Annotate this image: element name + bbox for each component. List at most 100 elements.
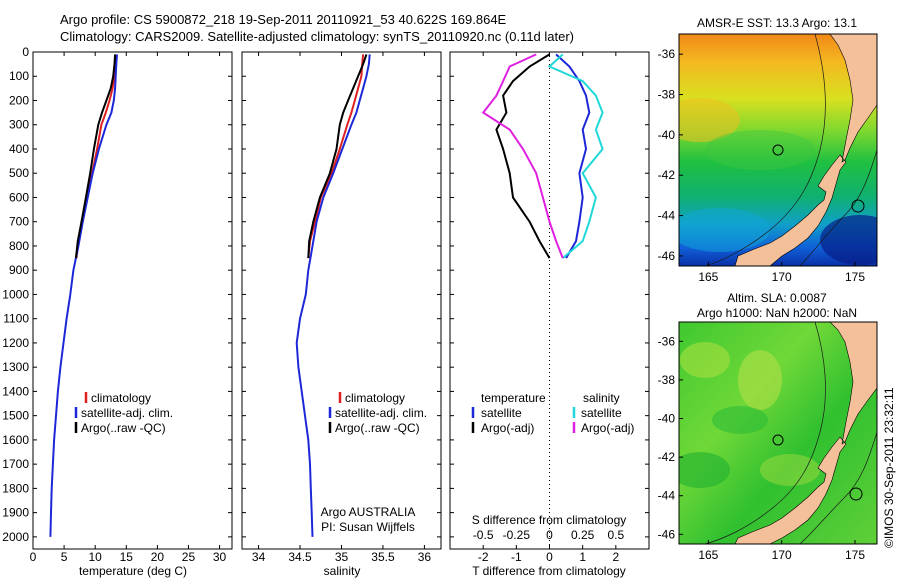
legend-label-t-argo: Argo(-adj) bbox=[481, 421, 534, 435]
sla-map-axes: 165 170 175 -36 -38 -40 -42 -44 -46 bbox=[658, 334, 866, 562]
x-tick-label: 0 bbox=[30, 550, 37, 564]
depth-axis: 0 100 200 300 400 500 600 700 800 900 1000 1100 1200… bbox=[2, 45, 649, 544]
depth-tick-label: 1700 bbox=[2, 457, 29, 471]
temperature-series bbox=[49, 54, 118, 537]
map-y-tick-label: -36 bbox=[658, 47, 676, 61]
difference-xlabel: T difference from climatology bbox=[472, 564, 626, 578]
x-tick-label: 5 bbox=[61, 550, 68, 564]
x-tick-label: 20 bbox=[151, 550, 165, 564]
series-line-satellite-adj--clim- bbox=[49, 54, 118, 537]
header-line1: Argo profile: CS 5900872_218 19-Sep-2011… bbox=[60, 12, 507, 27]
temperature-panel bbox=[32, 51, 233, 550]
depth-tick-label: 1000 bbox=[2, 287, 29, 301]
salinity-panel bbox=[241, 51, 442, 550]
header-line2: Climatology: CARS2009. Satellite-adjuste… bbox=[60, 29, 574, 44]
legend-label-climatology: climatology bbox=[345, 391, 405, 405]
series-line-argo---raw--qc- bbox=[74, 54, 117, 259]
x-tick-label: 1 bbox=[579, 550, 586, 564]
x-tick-label: 35.5 bbox=[371, 550, 395, 564]
difference-axis: -2 -1 0 1 2 -0.5 -0.25 0 0.25 0.5 bbox=[473, 52, 624, 564]
argo-position-marker bbox=[772, 144, 784, 156]
map-x-tick-label: 170 bbox=[772, 270, 792, 284]
temperature-legend: climatology satellite-adj. clim. Argo(..… bbox=[74, 391, 173, 435]
argo-position-marker bbox=[772, 434, 784, 446]
map-x-tick-label: 175 bbox=[845, 270, 865, 284]
depth-tick-label: 1200 bbox=[2, 336, 29, 350]
depth-tick-label: 1400 bbox=[2, 384, 29, 398]
depth-tick-label: 1300 bbox=[2, 360, 29, 374]
map-y-tick-label: -40 bbox=[658, 412, 676, 426]
s-tick-label: -0.5 bbox=[473, 528, 494, 542]
legend-label-satellite: satellite-adj. clim. bbox=[81, 406, 173, 420]
x-tick-label: 34 bbox=[252, 550, 266, 564]
salinity-axis: 34 34.5 35 35.5 36 bbox=[252, 52, 431, 564]
eddy-marker bbox=[851, 199, 865, 213]
depth-tick-label: 900 bbox=[9, 263, 29, 277]
legend-label-argo: Argo(..raw -QC) bbox=[81, 421, 166, 435]
series-line-salinity-argo--adj- bbox=[481, 53, 564, 259]
temperature-axis: 0 5 10 15 20 25 30 bbox=[30, 52, 227, 564]
sla-map-title-2: Argo h1000: NaN h2000: NaN bbox=[697, 306, 857, 320]
legend-label-satellite: satellite-adj. clim. bbox=[335, 406, 427, 420]
series-line-argo---raw--qc- bbox=[307, 54, 368, 259]
map-y-tick-label: -40 bbox=[658, 128, 676, 142]
sst-map-title: AMSR-E SST: 13.3 Argo: 13.1 bbox=[697, 16, 857, 30]
bathymetry-contour bbox=[704, 322, 877, 544]
depth-tick-label: 1500 bbox=[2, 409, 29, 423]
legend-header-salinity: salinity bbox=[583, 391, 620, 405]
x-tick-label: 2 bbox=[612, 550, 619, 564]
s-tick-label: -0.25 bbox=[503, 528, 531, 542]
imos-credit: ©IMOS 30-Sep-2011 23:32:11 bbox=[882, 387, 896, 548]
legend-label-climatology: climatology bbox=[91, 391, 151, 405]
x-tick-label: 0 bbox=[546, 550, 553, 564]
map-y-tick-label: -38 bbox=[658, 373, 676, 387]
series-line-temperature-satellite bbox=[555, 53, 591, 259]
x-tick-label: 35 bbox=[335, 550, 349, 564]
depth-tick-label: 1100 bbox=[3, 312, 29, 326]
series-line-temperature-argo--adj- bbox=[495, 53, 551, 259]
map-y-tick-label: -44 bbox=[658, 209, 676, 223]
series-line-salinity-satellite bbox=[547, 53, 604, 259]
series-line-satellite-adj--clim- bbox=[295, 54, 371, 537]
depth-tick-label: 300 bbox=[9, 118, 29, 132]
depth-tick-label: 1600 bbox=[2, 433, 29, 447]
series-line-climatology bbox=[307, 54, 365, 259]
depth-tick-label: 700 bbox=[9, 215, 29, 229]
s-tick-label: 0.5 bbox=[607, 528, 624, 542]
salinity-xlabel: salinity bbox=[324, 564, 361, 578]
sst-map bbox=[679, 34, 877, 266]
map-x-tick-label: 175 bbox=[845, 548, 865, 562]
legend-label-s-satellite: satellite bbox=[581, 406, 622, 420]
map-y-tick-label: -38 bbox=[658, 88, 676, 102]
sla-map bbox=[679, 322, 877, 544]
difference-legend: temperature salinity satellite Argo(-adj… bbox=[471, 391, 634, 435]
map-y-tick-label: -42 bbox=[658, 168, 676, 182]
map-y-tick-label: -42 bbox=[658, 450, 676, 464]
eddy-marker bbox=[849, 487, 863, 501]
x-tick-label: 30 bbox=[213, 550, 227, 564]
s-tick-label: 0.25 bbox=[571, 528, 595, 542]
x-tick-label: 10 bbox=[89, 550, 103, 564]
new-zealand-land bbox=[734, 322, 877, 544]
difference-xlabel-top: S difference from climatology bbox=[472, 513, 627, 527]
legend-label-t-satellite: satellite bbox=[481, 406, 522, 420]
x-tick-label: -2 bbox=[478, 550, 489, 564]
temperature-xlabel: temperature (deg C) bbox=[79, 564, 187, 578]
depth-tick-label: 600 bbox=[9, 190, 29, 204]
salinity-annotation-1: Argo AUSTRALIA bbox=[321, 505, 416, 519]
depth-tick-label: 1900 bbox=[2, 506, 29, 520]
new-zealand-land bbox=[734, 34, 877, 266]
x-tick-label: -1 bbox=[511, 550, 522, 564]
salinity-annotation-2: PI: Susan Wijffels bbox=[321, 520, 415, 534]
x-tick-label: 25 bbox=[182, 550, 196, 564]
legend-label-s-argo: Argo(-adj) bbox=[581, 421, 634, 435]
depth-tick-label: 2000 bbox=[2, 530, 29, 544]
legend-header-temperature: temperature bbox=[481, 391, 546, 405]
depth-tick-label: 1800 bbox=[2, 481, 29, 495]
map-y-tick-label: -46 bbox=[658, 249, 676, 263]
difference-series bbox=[481, 53, 604, 259]
map-y-tick-label: -46 bbox=[658, 527, 676, 541]
s-tick-label: 0 bbox=[546, 528, 553, 542]
x-tick-label: 34.5 bbox=[288, 550, 312, 564]
